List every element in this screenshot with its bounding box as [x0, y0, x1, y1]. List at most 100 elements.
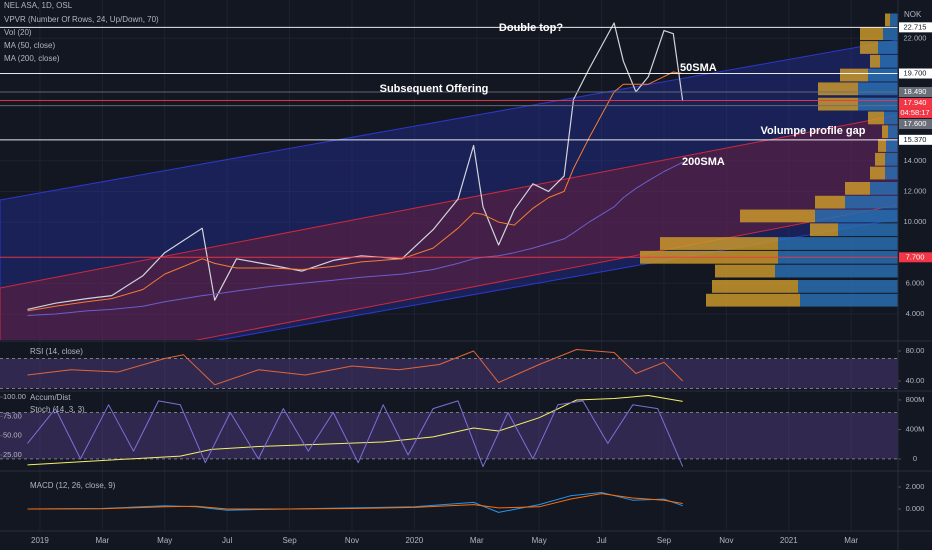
price-label: 17.940: [904, 98, 927, 107]
x-tick-label: May: [532, 536, 547, 545]
vp-up-bar: [888, 125, 898, 139]
volume-profile: [640, 13, 898, 307]
red-channel: [0, 114, 898, 340]
y-tick-label: 40.00: [906, 376, 925, 385]
y-tick-label: 100.00: [3, 392, 26, 401]
vp-up-bar: [838, 223, 898, 237]
annotation: Double top?: [499, 22, 563, 34]
indicator-panes: 80.00 40.00 100.00 75.00 50.00 25.00 800M 400M 0…: [0, 346, 924, 513]
annotation: 50SMA: [680, 62, 717, 74]
vp-down-bar: [885, 13, 890, 27]
indicator-label: Vol (20): [4, 28, 32, 37]
vp-up-bar: [798, 280, 898, 293]
vp-up-bar: [800, 293, 898, 307]
legend-entry: RSI (14, close): [30, 347, 83, 356]
annotation: 200SMA: [682, 156, 725, 168]
vp-down-bar: [870, 54, 880, 68]
x-tick-label: Jul: [596, 536, 606, 545]
vp-up-bar: [885, 166, 898, 180]
annotation: Volumpe profile gap: [761, 125, 866, 137]
y-tick-label: 6.000: [906, 278, 925, 287]
y-tick-label: 80.00: [906, 346, 925, 355]
price-label: 7.700: [906, 252, 925, 261]
x-tick-label: Jul: [222, 536, 232, 545]
vp-down-bar: [660, 237, 778, 250]
x-tick-label: Nov: [345, 536, 359, 545]
x-tick-label: Sep: [657, 536, 672, 545]
countdown: 04:58:17: [900, 108, 929, 117]
y-tick-label: 10.000: [904, 217, 927, 226]
band-fill: [0, 412, 898, 459]
vp-up-bar: [886, 139, 898, 152]
vp-down-bar: [706, 293, 800, 307]
vp-down-bar: [740, 209, 815, 223]
series-line: [27, 493, 683, 510]
vp-up-bar: [870, 181, 898, 195]
legend-entry: MA (200, close): [4, 54, 60, 63]
vp-down-bar: [715, 264, 775, 278]
legend-entry: Stoch (14, 3, 3): [30, 405, 85, 414]
x-tick-label: 2019: [31, 536, 49, 545]
vp-down-bar: [815, 195, 845, 209]
price-label-box: [899, 68, 932, 79]
pane-title: MACD (12, 26, close, 9): [30, 481, 116, 490]
x-tick-label: 2021: [780, 536, 798, 545]
countdown-box: [899, 108, 932, 119]
vp-up-bar: [883, 27, 898, 41]
price-label-box: [899, 252, 932, 263]
vp-up-bar: [885, 152, 898, 166]
y-tick-label: 75.00: [3, 411, 22, 420]
vp-down-bar: [868, 111, 884, 125]
series-line: [27, 400, 684, 468]
vp-down-bar: [840, 68, 868, 82]
y-tick-label: 12.000: [904, 186, 927, 195]
price-label-box: [899, 119, 932, 130]
price-label: 18.490: [904, 87, 927, 96]
x-tick-label: Mar: [844, 536, 858, 545]
vp-up-bar: [884, 111, 898, 125]
vp-up-bar: [775, 264, 898, 278]
y2-tick-label: 0: [913, 454, 917, 463]
vp-up-bar: [858, 97, 898, 111]
vp-down-bar: [860, 27, 883, 41]
price-label-box: [899, 22, 932, 33]
y-tick-label: 14.000: [904, 156, 927, 165]
price-label-box: [899, 134, 932, 145]
vp-down-bar: [818, 82, 858, 96]
vp-down-bar: [818, 97, 858, 111]
vp-up-bar: [815, 209, 898, 223]
vp-up-bar: [778, 237, 898, 250]
vp-down-bar: [712, 280, 798, 293]
series-line: [27, 161, 683, 316]
vp-up-bar: [858, 82, 898, 96]
price-label-box: [899, 98, 932, 109]
y-tick-label: 0.000: [906, 504, 925, 513]
vp-down-bar: [860, 41, 878, 54]
price-label: 22.715: [904, 22, 927, 31]
annotation: Subsequent Offering: [380, 83, 489, 95]
price-label: 17.600: [904, 119, 927, 128]
vp-down-bar: [875, 152, 885, 166]
series-line: [27, 71, 683, 312]
y2-tick-label: 400M: [906, 424, 925, 433]
series-line: [27, 22, 684, 310]
x-tick-label: Mar: [470, 536, 484, 545]
vp-down-bar: [878, 139, 886, 152]
y-tick-label: 22.000: [904, 33, 927, 42]
series-line: [27, 349, 684, 386]
x-tick-label: Mar: [95, 536, 109, 545]
vp-down-bar: [870, 166, 885, 180]
x-tick-label: 2020: [405, 536, 423, 545]
vp-down-bar: [882, 125, 888, 139]
indicator-label: VPVR (Number Of Rows, 24, Up/Down, 70): [4, 15, 159, 24]
x-tick-label: Nov: [719, 536, 733, 545]
vp-up-bar: [845, 195, 898, 209]
price-label: 15.370: [904, 135, 927, 144]
y2-tick-label: 800M: [906, 395, 925, 404]
x-tick-label: Sep: [282, 536, 297, 545]
x-tick-label: May: [157, 536, 172, 545]
main-pane: 22.000 14.000 12.000 10.000 6.000 4.000 22.715…: [0, 22, 932, 318]
price-label-box: [899, 87, 932, 98]
legend-entry: Accum/Dist: [30, 393, 71, 402]
